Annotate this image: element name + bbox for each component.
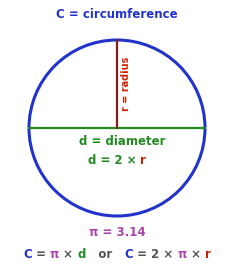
Text: = 2 ×: = 2 × — [133, 248, 178, 262]
Text: r: r — [141, 154, 146, 166]
Text: π = 3.14: π = 3.14 — [89, 226, 145, 240]
Text: π: π — [50, 248, 59, 262]
Text: C: C — [125, 248, 133, 262]
Text: C = circumference: C = circumference — [56, 8, 178, 21]
Text: ×: × — [187, 248, 205, 262]
Text: or: or — [86, 248, 125, 262]
Text: C: C — [23, 248, 32, 262]
Text: d = diameter: d = diameter — [79, 135, 165, 148]
Text: r: r — [205, 248, 211, 262]
Text: r = radius: r = radius — [121, 57, 131, 111]
Text: π: π — [178, 248, 187, 262]
Text: d = 2 ×: d = 2 × — [88, 154, 141, 166]
Text: d: d — [78, 248, 86, 262]
Text: =: = — [32, 248, 50, 262]
Text: ×: × — [59, 248, 78, 262]
